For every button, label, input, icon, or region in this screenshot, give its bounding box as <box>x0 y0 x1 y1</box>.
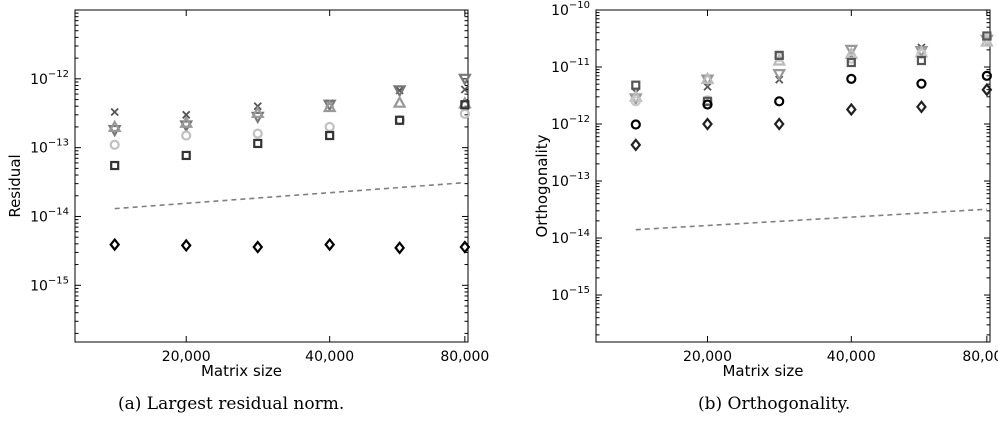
y-tick-label: 10−14 <box>30 206 69 225</box>
data-point-circle <box>702 99 713 110</box>
data-point-diamond <box>394 241 406 255</box>
data-point-triangle-up <box>628 89 643 102</box>
x-tick-label: 20,000 <box>683 349 732 365</box>
data-point-x <box>110 107 119 117</box>
data-point-square <box>774 50 784 60</box>
data-point-diamond <box>252 240 264 254</box>
data-point-square <box>181 150 191 161</box>
data-point-triangle-down <box>844 44 859 58</box>
data-point-triangle-up <box>700 71 715 84</box>
reference-line <box>114 181 465 210</box>
data-point-diamond <box>459 240 471 254</box>
data-point-diamond <box>109 237 121 252</box>
data-point-triangle-down <box>772 69 787 82</box>
data-point-square <box>110 160 120 171</box>
data-point-circle <box>981 70 992 81</box>
data-point-square <box>253 138 263 149</box>
data-point-diamond <box>845 102 857 117</box>
x-tick-label: 40,000 <box>305 349 354 365</box>
data-point-circle <box>459 108 470 119</box>
data-point-circle <box>252 128 263 139</box>
y-tick-label: 10−11 <box>551 57 590 76</box>
x-axis-label: Matrix size <box>201 362 282 380</box>
data-point-diamond <box>702 117 713 131</box>
y-tick-label: 10−12 <box>551 114 590 133</box>
y-tick-label: 10−12 <box>30 69 69 88</box>
data-point-square <box>395 115 405 125</box>
data-point-circle <box>109 139 120 150</box>
data-point-diamond <box>773 117 785 131</box>
figure: 10−15 10−14 10−13 10−12 20,000 40,000 80,000 Ma… <box>6 0 998 380</box>
data-point-x <box>460 85 469 94</box>
y-tick-label: 10−10 <box>551 0 590 19</box>
data-point-diamond <box>981 82 993 97</box>
plot-area <box>74 9 469 343</box>
data-point-triangle-up <box>844 46 859 59</box>
data-point-square <box>631 80 641 90</box>
plot-area <box>595 9 991 343</box>
x-tick-label: 40,000 <box>827 349 876 365</box>
data-point-triangle-up <box>179 115 194 128</box>
x-tick-label: 20,000 <box>162 349 211 365</box>
data-point-circle <box>324 121 335 133</box>
chart-panel-b: 10−15 10−14 10−13 10−12 10−11 10−10 20,000 40,0… <box>533 0 998 380</box>
data-point-square <box>846 57 856 68</box>
y-axis-label: Residual <box>6 154 24 217</box>
data-point-diamond <box>180 238 192 253</box>
y-axis-label: Orthogonality <box>533 134 551 237</box>
x-axis-label: Matrix size <box>722 362 803 380</box>
y-tick-label: 10−15 <box>30 275 69 294</box>
caption-b: (b) Orthogonality. <box>698 394 851 414</box>
data-point-square <box>982 31 992 41</box>
data-point-triangle-down <box>457 73 472 87</box>
chart-panel-a: 10−15 10−14 10−13 10−12 20,000 40,000 80,000 Ma… <box>6 9 489 380</box>
data-point-triangle-up <box>250 105 265 118</box>
y-tick-label: 10−13 <box>30 138 69 157</box>
data-point-square <box>916 55 927 66</box>
data-point-circle <box>181 130 192 141</box>
data-point-circle <box>630 119 641 130</box>
reference-line <box>635 208 987 231</box>
data-point-square <box>460 100 470 110</box>
data-point-circle <box>916 78 927 89</box>
data-point-triangle-down <box>392 85 407 98</box>
data-point-diamond <box>324 237 336 252</box>
data-point-x <box>182 110 191 119</box>
data-point-circle-light <box>630 96 641 107</box>
caption-a: (a) Largest residual norm. <box>118 394 345 414</box>
data-point-circle <box>846 73 857 84</box>
data-point-triangle-up <box>107 119 122 133</box>
data-point-square <box>325 130 335 141</box>
data-point-circle <box>774 96 785 107</box>
x-tick-label: 80,000 <box>962 349 998 365</box>
data-point-diamond <box>630 138 642 152</box>
data-point-triangle-up <box>322 99 337 113</box>
y-tick-label: 10−13 <box>551 171 590 190</box>
y-tick-label: 10−14 <box>551 228 590 247</box>
y-tick-label: 10−15 <box>551 285 590 304</box>
data-point-triangle-up <box>392 95 407 108</box>
x-tick-label: 80,000 <box>440 349 489 365</box>
data-point-diamond <box>916 100 927 114</box>
